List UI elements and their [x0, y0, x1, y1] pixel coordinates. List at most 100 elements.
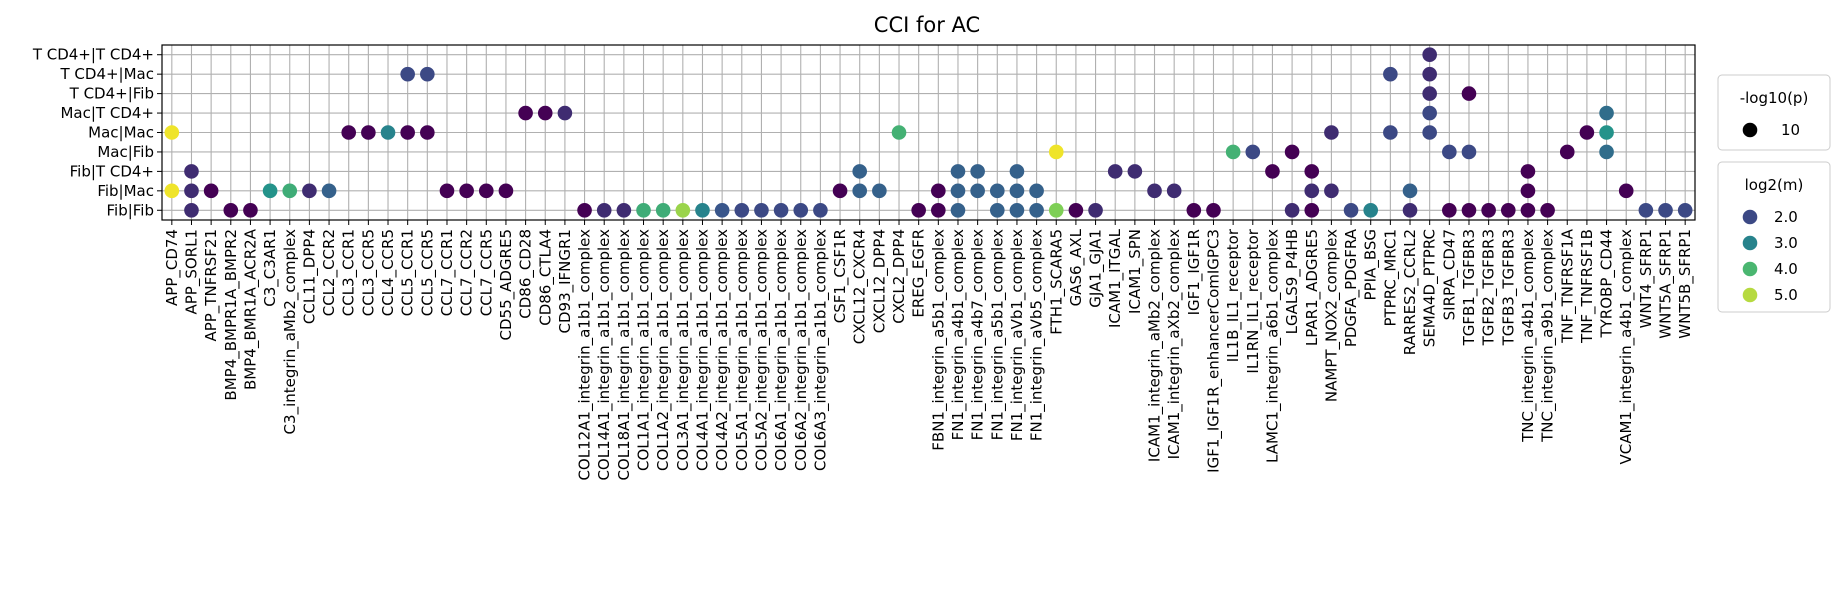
data-point [931, 202, 946, 218]
data-point [439, 183, 455, 199]
x-tick-label: COL3A1_integrin_a1b1_complex [674, 229, 693, 471]
data-point [950, 202, 966, 218]
data-point [380, 125, 396, 140]
data-point [1540, 202, 1555, 218]
x-tick-label: TGFB1_TGFBR3 [1460, 229, 1479, 346]
data-point [1127, 164, 1143, 179]
color-legend-marker [1742, 261, 1758, 277]
data-point [1422, 86, 1437, 101]
data-point [223, 202, 239, 218]
data-point [970, 183, 985, 199]
data-point [420, 125, 435, 140]
y-tick-label: T CD4+|Fib [69, 85, 154, 103]
data-point [341, 125, 357, 140]
x-tick-label: IL1RN_IL1_receptor [1244, 228, 1263, 373]
data-point [1284, 144, 1300, 160]
data-point [1402, 202, 1418, 218]
data-point [675, 202, 691, 218]
x-tick-label: TGFB2_TGFBR3 [1480, 229, 1499, 346]
data-point [518, 105, 533, 121]
data-point [714, 202, 730, 218]
data-point [302, 183, 317, 199]
x-tick-label: IL1B_IL1_receptor [1224, 228, 1243, 362]
data-point [1068, 202, 1084, 218]
x-tick-label: TNF_TNFRSF1A [1558, 228, 1577, 344]
data-point [1304, 164, 1320, 179]
x-tick-label: CCL7_CCR1 [438, 229, 457, 316]
data-point [1383, 66, 1398, 82]
x-tick-label: CD86_CTLA4 [536, 229, 555, 326]
data-point [1166, 183, 1182, 199]
y-tick-label: Fib|Fib [106, 201, 154, 219]
y-tick-label: Fib|Mac [97, 182, 154, 200]
data-point [1520, 202, 1536, 218]
data-point [1638, 202, 1654, 218]
data-point [1107, 164, 1123, 179]
x-tick-label: CD93_IFNGR1 [556, 229, 575, 333]
data-point [1422, 105, 1437, 121]
x-tick-label: ICAM1_ITGAL [1106, 228, 1125, 328]
color-legend-label: 2.0 [1774, 208, 1798, 226]
x-tick-label: GAS6_AXL [1067, 228, 1086, 306]
data-point [1009, 183, 1025, 199]
x-tick-label: CSF1_CSF1R [831, 229, 850, 323]
data-point [400, 66, 415, 82]
data-point [1304, 183, 1320, 199]
x-tick-label: LAMC1_integrin_a6b1_complex [1263, 229, 1282, 463]
data-point [1225, 144, 1241, 160]
y-tick-label: Mac|T CD4+ [60, 104, 154, 122]
data-point [1088, 202, 1103, 218]
data-point [852, 183, 868, 199]
x-axis-ticks: APP_CD74 APP_SORL1 APP_TNFRSF21 BMP4_BMPR1A… [163, 220, 1695, 481]
data-point [1343, 202, 1359, 218]
x-tick-label: COL6A1_integrin_a1b1_complex [772, 229, 791, 471]
x-tick-label: COL1A1_integrin_a1b1_complex [635, 229, 654, 471]
data-point [1383, 125, 1398, 140]
data-point [1422, 47, 1437, 63]
x-tick-label: APP_SORL1 [182, 229, 201, 315]
data-point [1048, 144, 1064, 160]
x-tick-label: ICAM1_integrin_aMb2_complex [1146, 229, 1165, 462]
data-point [420, 66, 435, 82]
points-layer [164, 47, 1693, 218]
size-legend-box [1717, 74, 1831, 151]
data-point [832, 183, 848, 199]
data-point [1324, 125, 1339, 140]
data-point [498, 183, 514, 199]
x-tick-label: CCL3_CCR5 [359, 229, 378, 316]
size-legend-label: 10 [1781, 121, 1800, 139]
data-point [577, 202, 592, 218]
x-tick-label: ICAM1_integrin_aXb2_complex [1165, 229, 1184, 460]
x-tick-label: WNT4_SFRP1 [1637, 229, 1656, 328]
data-point [852, 164, 868, 179]
x-tick-label: COL18A1_integrin_a1b1_complex [615, 229, 634, 481]
data-point [616, 202, 632, 218]
x-tick-label: RARRES2_CCRL2 [1401, 229, 1420, 355]
data-point [872, 183, 887, 199]
data-point [262, 183, 278, 199]
data-point [950, 164, 966, 179]
x-tick-label: TYROBP_CD44 [1598, 229, 1617, 339]
data-point [1520, 183, 1536, 199]
x-tick-label: COL4A2_integrin_a1b1_complex [713, 229, 732, 471]
x-tick-label: CXCL2_DPP4 [890, 229, 909, 324]
data-point [1304, 202, 1320, 218]
y-tick-label: T CD4+|T CD4+ [32, 46, 154, 64]
data-point [164, 125, 180, 140]
data-point [1442, 144, 1457, 160]
x-tick-label: BMP4_BMPR1A_BMPR2 [222, 229, 241, 401]
x-tick-label: SEMA4D_PTPRC [1421, 229, 1440, 347]
data-point [989, 202, 1005, 218]
data-point [1599, 105, 1614, 121]
x-tick-label: FN1_integrin_aVb5_complex [1028, 229, 1047, 441]
data-point [989, 183, 1005, 199]
x-tick-label: CCL5_CCR5 [418, 229, 437, 316]
size-legend-title: -log10(p) [1740, 89, 1809, 107]
color-legend-marker [1742, 287, 1758, 303]
data-point [655, 202, 671, 218]
y-tick-label: Fib|T CD4+ [70, 162, 154, 180]
x-tick-label: FN1_integrin_a4b1_complex [949, 229, 968, 441]
data-point [1500, 202, 1516, 218]
data-point [970, 164, 985, 179]
